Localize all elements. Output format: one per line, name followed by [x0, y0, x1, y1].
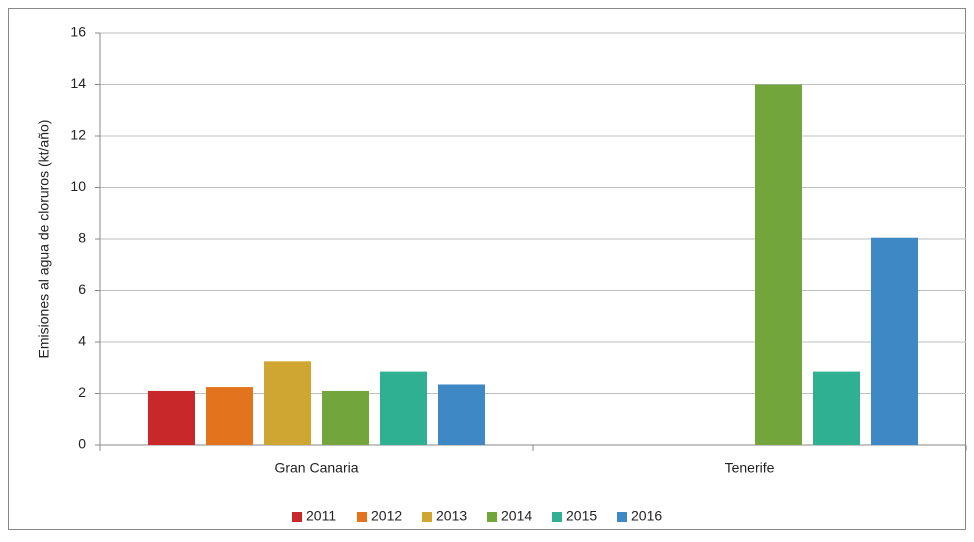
legend-swatch: [422, 512, 432, 522]
legend-label: 2011: [306, 508, 336, 524]
legend-label: 2013: [436, 508, 467, 524]
legend-swatch: [357, 512, 367, 522]
y-tick-label: 8: [78, 230, 86, 246]
bar: [264, 361, 311, 445]
legend-swatch: [487, 512, 497, 522]
x-tick-label: Tenerife: [725, 460, 775, 476]
legend-label: 2014: [501, 508, 532, 524]
bar: [206, 387, 253, 445]
legend-swatch: [552, 512, 562, 522]
bar: [380, 371, 427, 445]
chart-border: [8, 8, 966, 530]
legend-swatch: [292, 512, 302, 522]
y-tick-label: 12: [70, 127, 86, 143]
y-tick-label: 14: [70, 75, 86, 91]
y-tick-label: 0: [78, 436, 86, 452]
y-tick-label: 2: [78, 384, 86, 400]
y-tick-label: 16: [70, 24, 86, 40]
y-tick-label: 10: [70, 178, 86, 194]
legend-label: 2015: [566, 508, 597, 524]
y-axis-label: Emisiones al agua de cloruros (kt/año): [36, 120, 52, 359]
bar: [322, 390, 369, 445]
bar: [438, 384, 485, 445]
bar: [813, 371, 860, 445]
bar: [755, 84, 802, 445]
y-tick-label: 4: [78, 333, 86, 349]
legend-swatch: [617, 512, 627, 522]
bar: [148, 390, 195, 445]
y-tick-label: 6: [78, 281, 86, 297]
bar: [871, 237, 918, 445]
x-tick-label: Gran Canaria: [274, 460, 358, 476]
legend-label: 2012: [371, 508, 402, 524]
legend-label: 2016: [631, 508, 662, 524]
